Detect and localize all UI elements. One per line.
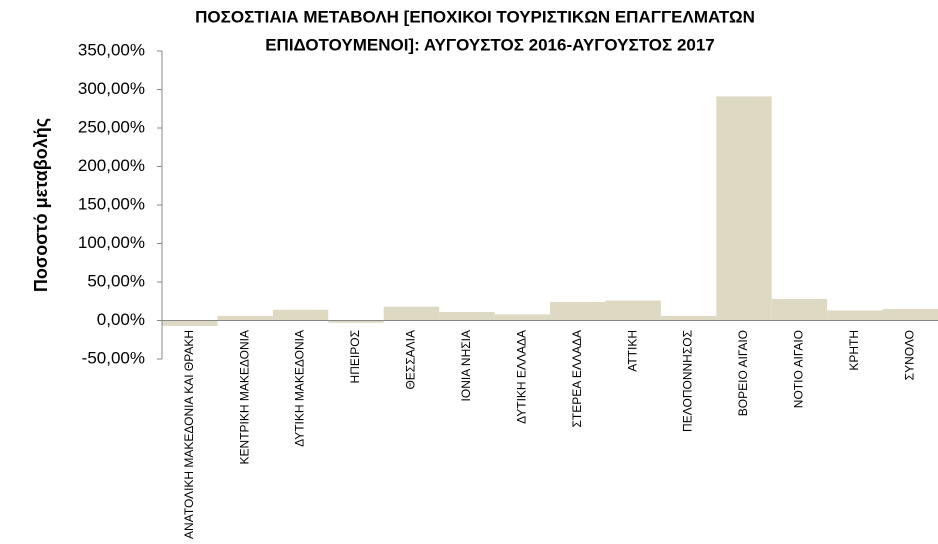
bar	[217, 315, 273, 321]
bar	[660, 315, 717, 321]
bar	[439, 312, 495, 321]
bar	[882, 308, 938, 321]
x-tick-label: ΑΤΤΙΚΗ	[625, 330, 639, 372]
x-tick-label: ΝΟΤΙΟ ΑΙΓΑΙΟ	[792, 330, 806, 408]
y-tick-label: 350,00%	[78, 40, 145, 59]
x-tick-label: ΔΥΤΙΚΗ ΕΛΛΑΔΑ	[514, 330, 528, 424]
x-tick-label: ΠΕΛΟΠΟΝΝΗΣΟΣ	[681, 330, 695, 432]
bar	[383, 306, 440, 321]
bar	[771, 298, 828, 321]
y-tick-label: 150,00%	[78, 194, 145, 213]
x-tick-label: ΑΝΑΤΟΛΙΚΗ ΜΑΚΕΔΟΝΙΑ ΚΑΙ ΘΡΑΚΗ	[182, 330, 196, 539]
x-tick-label: ΙΟΝΙΑ ΝΗΣΙΑ	[459, 330, 473, 401]
x-tick-label: ΗΠΕΙΡΟΣ	[348, 330, 362, 383]
y-tick-label: 250,00%	[78, 117, 145, 136]
x-tick-label: ΘΕΣΣΑΛΙΑ	[404, 330, 418, 390]
y-axis-label: Ποσοστό μεταβολής	[31, 118, 51, 292]
bar	[550, 302, 606, 321]
bar	[605, 300, 661, 321]
bar	[162, 320, 218, 326]
x-tick-label: ΒΟΡΕΙΟ ΑΙΓΑΙΟ	[736, 330, 750, 416]
bar	[716, 96, 772, 321]
bar	[272, 309, 329, 321]
y-tick-label: 100,00%	[78, 233, 145, 252]
x-tick-label: ΔΥΤΙΚΗ ΜΑΚΕΔΟΝΙΑ	[293, 330, 307, 447]
bar	[494, 314, 550, 321]
y-tick-label: -50,00%	[82, 348, 145, 367]
x-tick-label: ΚΡΗΤΗ	[847, 330, 861, 371]
y-tick-label: 300,00%	[78, 79, 145, 98]
y-tick-label: 50,00%	[87, 271, 145, 290]
chart-title: ΕΠΙΔΟΤΟΥΜΕΝΟΙ]: ΑΥΓΟΥΣΤΟΣ 2016-ΑΥΓΟΥΣΤΟΣ…	[265, 35, 715, 54]
y-tick-label: 200,00%	[78, 156, 145, 175]
bar	[328, 320, 384, 323]
x-tick-label: ΣΤΕΡΕΑ ΕΛΛΑΔΑ	[570, 330, 584, 428]
x-tick-label: ΣΥΝΟΛΟ	[902, 330, 916, 380]
x-tick-label: ΚΕΝΤΡΙΚΗ ΜΑΚΕΔΟΝΙΑ	[237, 330, 251, 464]
bar	[827, 310, 883, 321]
chart-title: ΠΟΣΟΣΤΙΑΙΑ ΜΕΤΑΒΟΛΗ [ΕΠΟΧΙΚΟΙ ΤΟΥΡΙΣΤΙΚΩ…	[195, 7, 755, 26]
y-tick-label: 0,00%	[97, 310, 145, 329]
